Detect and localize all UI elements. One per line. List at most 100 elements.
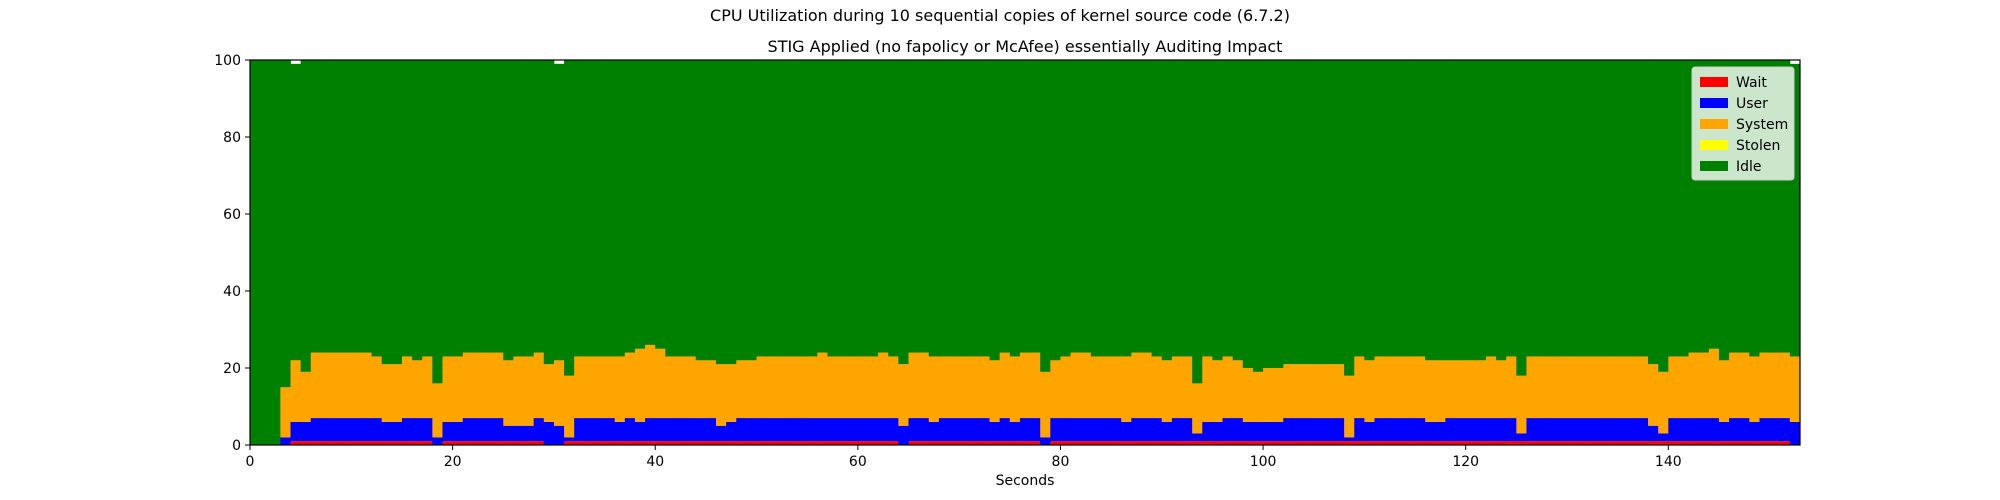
bar-idle-64 [898, 60, 909, 365]
bar-idle-72 [979, 60, 990, 357]
bar-user-92 [1182, 418, 1193, 442]
bar-idle-32 [574, 60, 585, 357]
bar-user-7 [320, 418, 332, 442]
bar-wait-71 [969, 441, 980, 445]
bar-idle-10 [351, 60, 362, 353]
bar-user-84 [1100, 418, 1112, 442]
bar-idle-38 [634, 60, 646, 349]
bar-idle-12 [371, 60, 383, 357]
bar-system-134 [1607, 356, 1619, 419]
bar-idle-112 [1384, 60, 1396, 357]
bar-wait-61 [867, 441, 879, 445]
bar-system-115 [1415, 356, 1426, 419]
bar-idle-119 [1455, 60, 1467, 361]
bar-idle-88 [1141, 60, 1153, 353]
bar-user-89 [1151, 418, 1163, 442]
bar-user-52 [776, 418, 788, 442]
bar-user-102 [1283, 418, 1294, 442]
bar-system-38 [634, 348, 646, 422]
bar-system-32 [574, 356, 585, 419]
bar-idle-54 [797, 60, 808, 357]
bar-idle-3 [280, 60, 291, 388]
legend-label-wait: Wait [1736, 75, 1767, 91]
bar-system-71 [969, 356, 980, 419]
bar-idle-24 [493, 60, 504, 353]
x-tick-label-140: 140 [1655, 454, 1682, 470]
bar-system-139 [1658, 371, 1669, 434]
bar-user-151 [1779, 418, 1791, 442]
bar-user-54 [797, 418, 808, 442]
bar-wait-40 [655, 441, 666, 445]
bar-idle-45 [705, 60, 717, 361]
bar-system-68 [938, 356, 950, 419]
bar-idle-90 [1161, 60, 1173, 361]
bar-wait-101 [1273, 441, 1284, 445]
bar-idle-15 [401, 60, 413, 357]
bar-system-56 [817, 352, 828, 419]
bar-idle-89 [1151, 60, 1163, 357]
bar-wait-102 [1283, 441, 1294, 445]
bar-system-92 [1182, 356, 1193, 419]
bar-idle-138 [1648, 60, 1659, 365]
bar-user-147 [1739, 418, 1750, 442]
bar-user-130 [1566, 418, 1578, 442]
bar-system-15 [401, 356, 413, 419]
bar-idle-99 [1252, 60, 1264, 372]
bar-system-66 [918, 352, 930, 419]
bar-user-31 [564, 437, 575, 442]
bar-wait-85 [1111, 441, 1122, 445]
bar-user-71 [969, 418, 980, 442]
bar-idle-104 [1303, 60, 1315, 365]
bar-wait-132 [1587, 441, 1598, 445]
bar-wait-122 [1485, 441, 1497, 445]
bar-idle-91 [1171, 60, 1183, 357]
bar-idle-0 [250, 60, 261, 445]
bar-user-39 [645, 418, 656, 442]
bar-user-118 [1445, 418, 1456, 442]
bar-idle-30 [553, 63, 565, 361]
bar-wait-80 [1060, 441, 1071, 445]
bar-wait-43 [685, 441, 697, 445]
bar-system-73 [989, 360, 1001, 422]
bar-system-111 [1374, 356, 1386, 419]
bar-user-60 [857, 418, 869, 442]
bar-idle-34 [594, 60, 605, 357]
bar-idle-22 [472, 60, 484, 353]
bar-wait-70 [959, 441, 970, 445]
bar-system-150 [1769, 352, 1781, 419]
legend-swatch-stolen [1700, 140, 1728, 150]
bar-idle-19 [442, 60, 454, 357]
bar-wait-8 [331, 441, 342, 445]
bar-system-101 [1273, 368, 1284, 422]
x-axis-label: Seconds [996, 473, 1055, 489]
bar-system-95 [1212, 360, 1223, 422]
bar-user-20 [452, 421, 464, 442]
bar-user-122 [1485, 418, 1497, 442]
bar-wait-54 [797, 441, 808, 445]
bar-user-47 [726, 421, 737, 442]
legend-swatch-system [1700, 119, 1728, 129]
bar-wait-48 [736, 441, 747, 445]
x-tick-label-120: 120 [1452, 454, 1479, 470]
bar-wait-16 [412, 441, 423, 445]
bar-idle-61 [867, 60, 879, 357]
bar-idle-152 [1789, 63, 1801, 357]
bar-user-143 [1698, 418, 1710, 442]
bar-idle-48 [736, 60, 747, 361]
bar-idle-141 [1678, 60, 1689, 357]
bar-idle-6 [310, 60, 322, 353]
bar-system-60 [857, 356, 869, 419]
bar-idle-83 [1090, 60, 1102, 357]
bar-wait-89 [1151, 441, 1163, 445]
chart-legend: Wait User System Stolen Idle [1691, 66, 1795, 181]
bar-idle-59 [847, 60, 859, 357]
bar-wait-39 [645, 441, 656, 445]
bar-wait-10 [351, 441, 362, 445]
bar-wait-133 [1597, 441, 1608, 445]
bar-wait-149 [1759, 441, 1771, 445]
bar-wait-59 [847, 441, 859, 445]
bar-idle-128 [1546, 60, 1558, 357]
bar-user-65 [908, 418, 920, 442]
bar-idle-84 [1100, 60, 1112, 357]
